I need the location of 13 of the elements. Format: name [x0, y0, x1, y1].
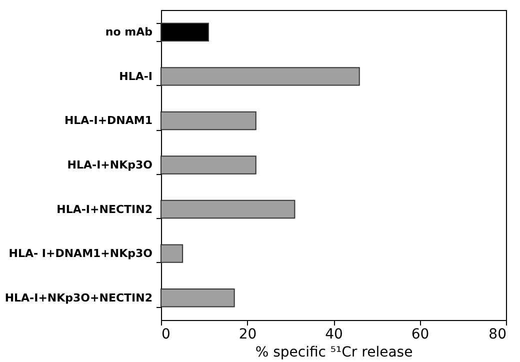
y-tick-label: HLA-I+NKp3O+NECTIN2	[4, 291, 152, 304]
y-tick-label: no mAb	[105, 26, 153, 39]
x-tick-label: 20	[238, 326, 257, 342]
y-tick-label: HLA-I+NKp3O	[67, 158, 152, 172]
y-tick-label: HLA- I+DNAM1+NKp3O	[8, 247, 152, 260]
x-tick-label: 0	[162, 326, 170, 342]
x-tick-label: 60	[411, 326, 430, 342]
x-axis-title: % specific ⁵¹Cr release	[255, 344, 413, 360]
y-tick-label: HLA-I	[119, 70, 152, 83]
y-tick-label: HLA-I+NECTIN2	[56, 202, 152, 216]
x-tick-label: 40	[325, 326, 343, 342]
x-tick-label: 80	[488, 326, 506, 342]
y-tick-label: HLA-I+DNAM1	[64, 114, 152, 128]
